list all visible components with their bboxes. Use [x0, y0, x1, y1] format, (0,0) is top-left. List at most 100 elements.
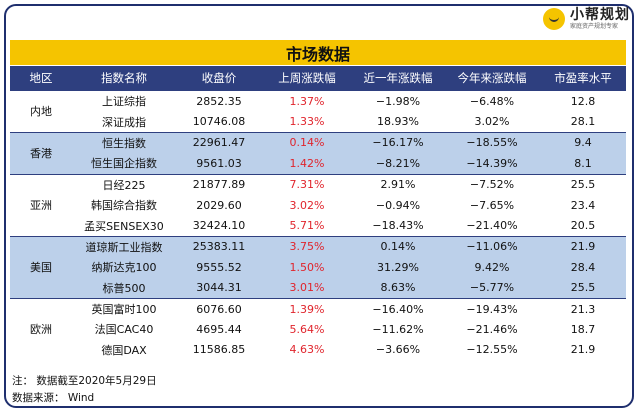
ytd-change-cell: −11.06%	[444, 235, 540, 258]
header-week-change: 上周涨跌幅	[262, 66, 352, 91]
index-name-cell: 纳斯达克100	[72, 257, 176, 278]
table-row: 欧洲 英国富时100 6076.60 1.39% −16.40% −19.43% 21.3	[10, 297, 626, 361]
smile-icon	[543, 8, 565, 30]
ytd-change-cell: −6.48%	[444, 90, 540, 112]
pe-cell: 8.1	[540, 153, 626, 175]
year-change-cell: 8.63%	[352, 277, 444, 299]
pe-cell: 9.4	[540, 131, 626, 154]
year-change-cell: 31.29%	[352, 257, 444, 278]
footnote-source: 数据来源： Wind	[12, 392, 95, 404]
pe-cell: 21.3	[540, 297, 626, 320]
pe-cell: 25.5	[540, 277, 626, 299]
week-change-cell: 3.01%	[262, 277, 352, 299]
ytd-change-cell: −7.52%	[444, 173, 540, 195]
close-cell: 9561.03	[176, 153, 262, 175]
index-name-cell: 标普500	[72, 277, 176, 299]
ytd-change-cell: −7.65%	[444, 194, 540, 216]
pe-cell: 20.5	[540, 215, 626, 237]
ytd-change-cell: −12.55%	[444, 339, 540, 361]
ytd-change-cell: −14.39%	[444, 153, 540, 175]
close-cell: 6076.60	[176, 297, 262, 320]
week-change-cell: 5.71%	[262, 215, 352, 237]
year-change-cell: −18.43%	[352, 215, 444, 237]
footnote-date: 注： 数据截至2020年5月29日	[12, 375, 157, 387]
week-change-cell: 1.39%	[262, 297, 352, 320]
close-cell: 10746.08	[176, 111, 262, 133]
close-cell: 2029.60	[176, 194, 262, 216]
close-cell: 22961.47	[176, 131, 262, 154]
index-name-cell: 法国CAC40	[72, 319, 176, 340]
region-cell: 内地	[10, 90, 72, 133]
pe-cell: 25.5	[540, 173, 626, 195]
week-change-cell: 1.42%	[262, 153, 352, 175]
table-row: 美国 道琼斯工业指数 25383.11 3.75% 0.14% −11.06% 21.9	[10, 235, 626, 299]
header-ytd-change: 今年来涨跌幅	[444, 66, 540, 91]
table-row: 韩国综合指数 2029.60 3.02% −0.94% −7.65% 23.4	[10, 194, 626, 216]
pe-cell: 28.1	[540, 111, 626, 133]
week-change-cell: 0.14%	[262, 131, 352, 154]
page-title: 市场数据	[10, 40, 626, 65]
ytd-change-cell: −18.55%	[444, 131, 540, 154]
table-header-row: 地区 指数名称 收盘价 上周涨跌幅 近一年涨跌幅 今年来涨跌幅 市盈率水平	[10, 66, 626, 91]
ytd-change-cell: 3.02%	[444, 111, 540, 133]
week-change-cell: 1.33%	[262, 111, 352, 133]
table-row: 香港 恒生指数 22961.47 0.14% −16.17% −18.55% 9.4	[10, 131, 626, 175]
index-name-cell: 深证成指	[72, 111, 176, 133]
pe-cell: 12.8	[540, 90, 626, 112]
week-change-cell: 7.31%	[262, 173, 352, 195]
table-row: 孟买SENSEX30 32424.10 5.71% −18.43% −21.40% 20.…	[10, 215, 626, 237]
week-change-cell: 5.64%	[262, 319, 352, 340]
header-year-change: 近一年涨跌幅	[352, 66, 444, 91]
region-cell: 欧洲	[10, 297, 72, 361]
region-cell: 香港	[10, 131, 72, 175]
close-cell: 2852.35	[176, 90, 262, 112]
week-change-cell: 3.02%	[262, 194, 352, 216]
pe-cell: 21.9	[540, 339, 626, 361]
close-cell: 25383.11	[176, 235, 262, 258]
week-change-cell: 1.50%	[262, 257, 352, 278]
index-name-cell: 道琼斯工业指数	[72, 235, 176, 258]
year-change-cell: −3.66%	[352, 339, 444, 361]
year-change-cell: 2.91%	[352, 173, 444, 195]
close-cell: 9555.52	[176, 257, 262, 278]
year-change-cell: 18.93%	[352, 111, 444, 133]
table-row: 标普500 3044.31 3.01% 8.63% −5.77% 25.5	[10, 277, 626, 299]
table-row: 内地 上证综指 2852.35 1.37% −1.98% −6.48% 12.8	[10, 90, 626, 133]
pe-cell: 28.4	[540, 257, 626, 278]
close-cell: 4695.44	[176, 319, 262, 340]
year-change-cell: −1.98%	[352, 90, 444, 112]
table-row: 法国CAC40 4695.44 5.64% −11.62% −21.46% 18.7	[10, 319, 626, 340]
region-cell: 美国	[10, 235, 72, 299]
brand-logo: 小帮规划 家庭资产规划专家	[543, 6, 630, 32]
ytd-change-cell: −21.40%	[444, 215, 540, 237]
index-name-cell: 英国富时100	[72, 297, 176, 320]
brand-name: 小帮规划	[570, 7, 630, 23]
header-region: 地区	[10, 66, 72, 91]
week-change-cell: 4.63%	[262, 339, 352, 361]
table-row: 恒生国企指数 9561.03 1.42% −8.21% −14.39% 8.1	[10, 153, 626, 175]
year-change-cell: −11.62%	[352, 319, 444, 340]
year-change-cell: −8.21%	[352, 153, 444, 175]
table-row: 深证成指 10746.08 1.33% 18.93% 3.02% 28.1	[10, 111, 626, 133]
index-name-cell: 德国DAX	[72, 339, 176, 361]
close-cell: 11586.85	[176, 339, 262, 361]
year-change-cell: −0.94%	[352, 194, 444, 216]
ytd-change-cell: −19.43%	[444, 297, 540, 320]
index-name-cell: 韩国综合指数	[72, 194, 176, 216]
index-name-cell: 孟买SENSEX30	[72, 215, 176, 237]
index-name-cell: 日经225	[72, 173, 176, 195]
close-cell: 3044.31	[176, 277, 262, 299]
header-close: 收盘价	[176, 66, 262, 91]
index-name-cell: 恒生指数	[72, 131, 176, 154]
pe-cell: 21.9	[540, 235, 626, 258]
market-data-table: 地区 指数名称 收盘价 上周涨跌幅 近一年涨跌幅 今年来涨跌幅 市盈率水平 内地…	[10, 66, 626, 361]
close-cell: 21877.89	[176, 173, 262, 195]
index-name-cell: 恒生国企指数	[72, 153, 176, 175]
pe-cell: 18.7	[540, 319, 626, 340]
table-row: 亚洲 日经225 21877.89 7.31% 2.91% −7.52% 25.5	[10, 173, 626, 237]
ytd-change-cell: −21.46%	[444, 319, 540, 340]
index-name-cell: 上证综指	[72, 90, 176, 112]
pe-cell: 23.4	[540, 194, 626, 216]
brand-slogan: 家庭资产规划专家	[570, 23, 619, 30]
ytd-change-cell: 9.42%	[444, 257, 540, 278]
